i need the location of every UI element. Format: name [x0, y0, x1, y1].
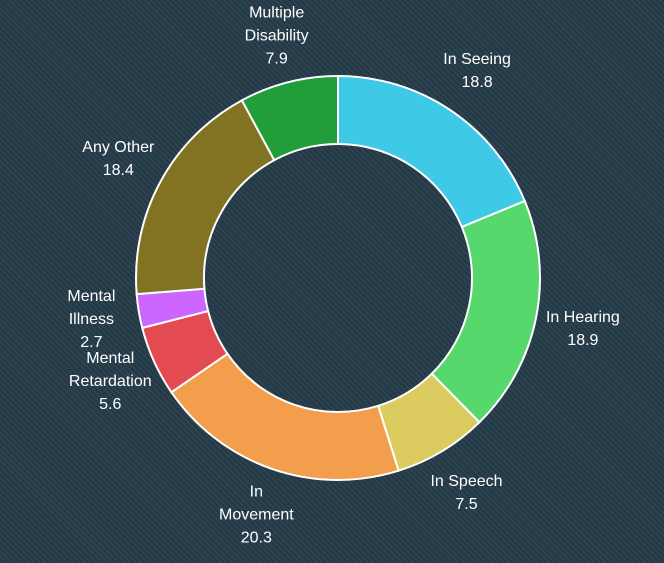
slice-value-in-seeing: 18.8: [462, 74, 493, 91]
data-label-in-speech: In Speech 7.5: [430, 473, 502, 513]
data-label-multiple-disability: Multiple Disability 7.9: [245, 5, 309, 68]
slice-group: [135, 74, 541, 481]
slice-name-any-other: Any Other: [82, 139, 155, 156]
data-label-mental-illness: Mental Illness 2.7: [67, 288, 115, 351]
data-label-in-movement: In Movement 20.3: [219, 483, 294, 546]
slice-value-multiple-disability: 7.9: [266, 51, 288, 68]
slice-name-multiple-disability: Disability: [245, 28, 309, 45]
slice-name-multiple-disability: Multiple: [249, 5, 304, 22]
slice-name-in-speech: In Speech: [430, 473, 502, 490]
slice-in-seeing: [337, 74, 527, 229]
slice-name-mental-retardation: Mental: [86, 350, 134, 367]
slice-value-in-speech: 7.5: [455, 496, 477, 513]
slice-name-mental-illness: Illness: [69, 311, 114, 328]
slice-name-in-seeing: In Seeing: [443, 51, 511, 68]
label-group: In Seeing 18.8In Hearing 18.9In Speech 7.5I…: [67, 5, 619, 547]
slice-multiple-disability: [240, 74, 339, 162]
slice-name-in-movement: In: [250, 483, 263, 500]
slice-value-in-hearing: 18.9: [567, 332, 598, 349]
data-label-in-seeing: In Seeing 18.8: [443, 51, 511, 91]
slice-name-in-hearing: In Hearing: [546, 309, 620, 326]
slice-any-other: [135, 98, 276, 296]
slice-name-mental-retardation: Retardation: [69, 373, 152, 390]
slice-value-any-other: 18.4: [103, 162, 134, 179]
slice-in-movement: [170, 352, 400, 481]
data-label-any-other: Any Other 18.4: [82, 139, 155, 179]
slice-value-in-movement: 20.3: [241, 529, 272, 546]
data-label-mental-retardation: Mental Retardation 5.6: [69, 350, 152, 413]
data-label-in-hearing: In Hearing 18.9: [546, 309, 620, 349]
slice-name-in-movement: Movement: [219, 506, 294, 523]
slice-name-mental-illness: Mental: [67, 288, 115, 305]
slice-value-mental-retardation: 5.6: [99, 396, 121, 413]
slice-value-mental-illness: 2.7: [80, 334, 102, 351]
